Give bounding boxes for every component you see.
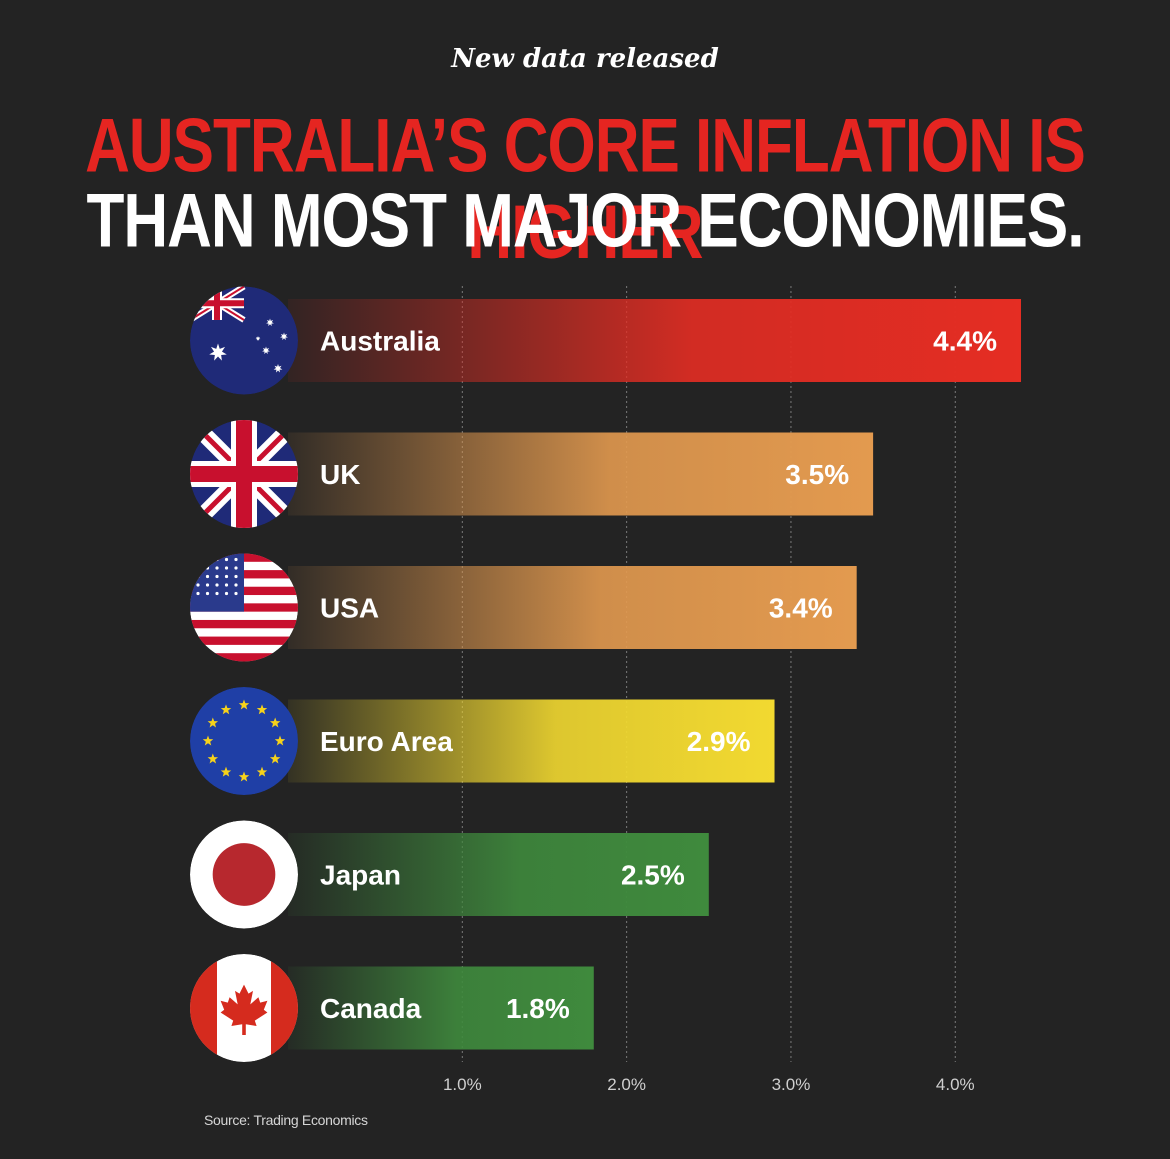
australia-flag-icon bbox=[190, 286, 298, 395]
category-label: Canada bbox=[320, 993, 422, 1024]
bar-canada bbox=[288, 966, 594, 1050]
headline-line-1: AUSTRALIA’S CORE INFLATION IS HIGHER bbox=[85, 104, 1086, 276]
grid-layer bbox=[461, 286, 956, 1062]
bars-layer: Australia 4.4% UK 3.5% USA 3.4% Euro Area 2.9% J… bbox=[288, 299, 1021, 1050]
value-label: 2.9% bbox=[687, 726, 751, 757]
category-label: UK bbox=[320, 459, 360, 490]
value-label: 4.4% bbox=[933, 326, 997, 357]
canada-flag-icon bbox=[190, 954, 298, 1062]
category-label: Australia bbox=[320, 326, 440, 357]
source-note: Source: Trading Economics bbox=[204, 1112, 368, 1128]
x-tick-label: 1.0% bbox=[443, 1075, 482, 1094]
usa-flag-icon bbox=[190, 553, 298, 662]
headline-line-2: THAN MOST MAJOR ECONOMIES. bbox=[86, 179, 1084, 264]
kicker-text: New data released bbox=[451, 44, 719, 74]
category-label: Euro Area bbox=[320, 726, 453, 757]
flags-layer bbox=[190, 286, 298, 1062]
bar-euro-area bbox=[288, 699, 775, 783]
uk-flag-icon bbox=[190, 420, 298, 528]
value-label: 3.4% bbox=[769, 593, 833, 624]
x-tick-label: 3.0% bbox=[772, 1075, 811, 1094]
value-label: 1.8% bbox=[506, 993, 570, 1024]
bar-uk bbox=[288, 432, 874, 516]
category-label: Japan bbox=[320, 860, 401, 891]
x-tick-label: 4.0% bbox=[936, 1075, 975, 1094]
category-label: USA bbox=[320, 593, 379, 624]
value-label: 3.5% bbox=[785, 459, 849, 490]
bar-usa bbox=[288, 566, 857, 649]
bar-japan bbox=[288, 833, 709, 916]
x-axis-ticks: 1.0% 2.0% 3.0% 4.0% bbox=[443, 1075, 975, 1094]
bar-australia bbox=[288, 299, 1021, 382]
value-label: 2.5% bbox=[621, 860, 685, 891]
eu-flag-icon bbox=[190, 687, 298, 795]
japan-flag-icon bbox=[190, 820, 298, 929]
x-tick-label: 2.0% bbox=[607, 1075, 646, 1094]
